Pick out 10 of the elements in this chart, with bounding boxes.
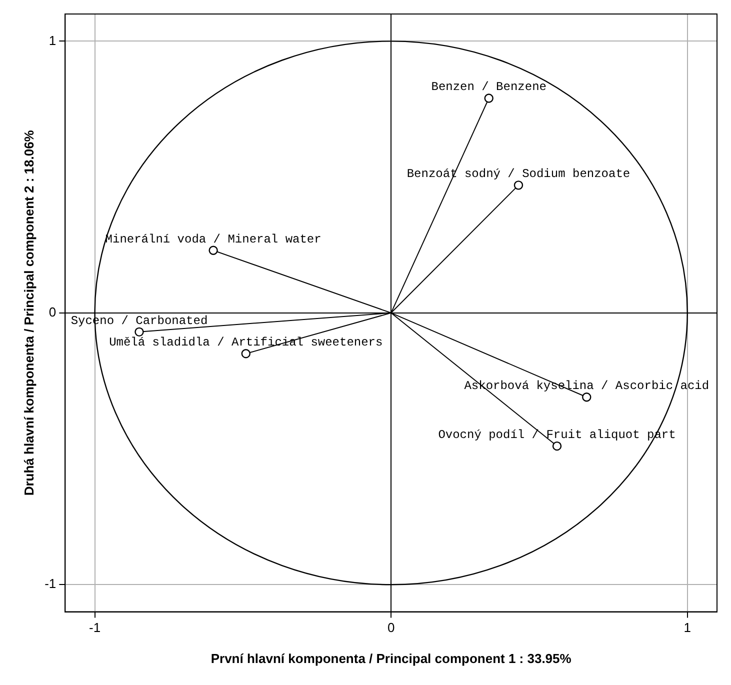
y-tick-label: 1: [48, 32, 56, 48]
y-axis-title: Druhá hlavní komponenta / Principal component 2 : 18.06%: [21, 130, 36, 496]
annotation: Benzen / Benzene: [431, 80, 546, 94]
x-tick-label: -1: [89, 620, 101, 636]
annotation: Minerální voda / Mineral water: [105, 232, 322, 246]
x-tick-label: 0: [387, 620, 395, 636]
x-tick-label: 1: [684, 620, 691, 636]
y-tick-label: -1: [44, 576, 56, 592]
y-tick-label: 0: [48, 304, 56, 320]
x-axis-title: První hlavní komponenta / Principal component 1 : 33.95%: [210, 650, 572, 666]
